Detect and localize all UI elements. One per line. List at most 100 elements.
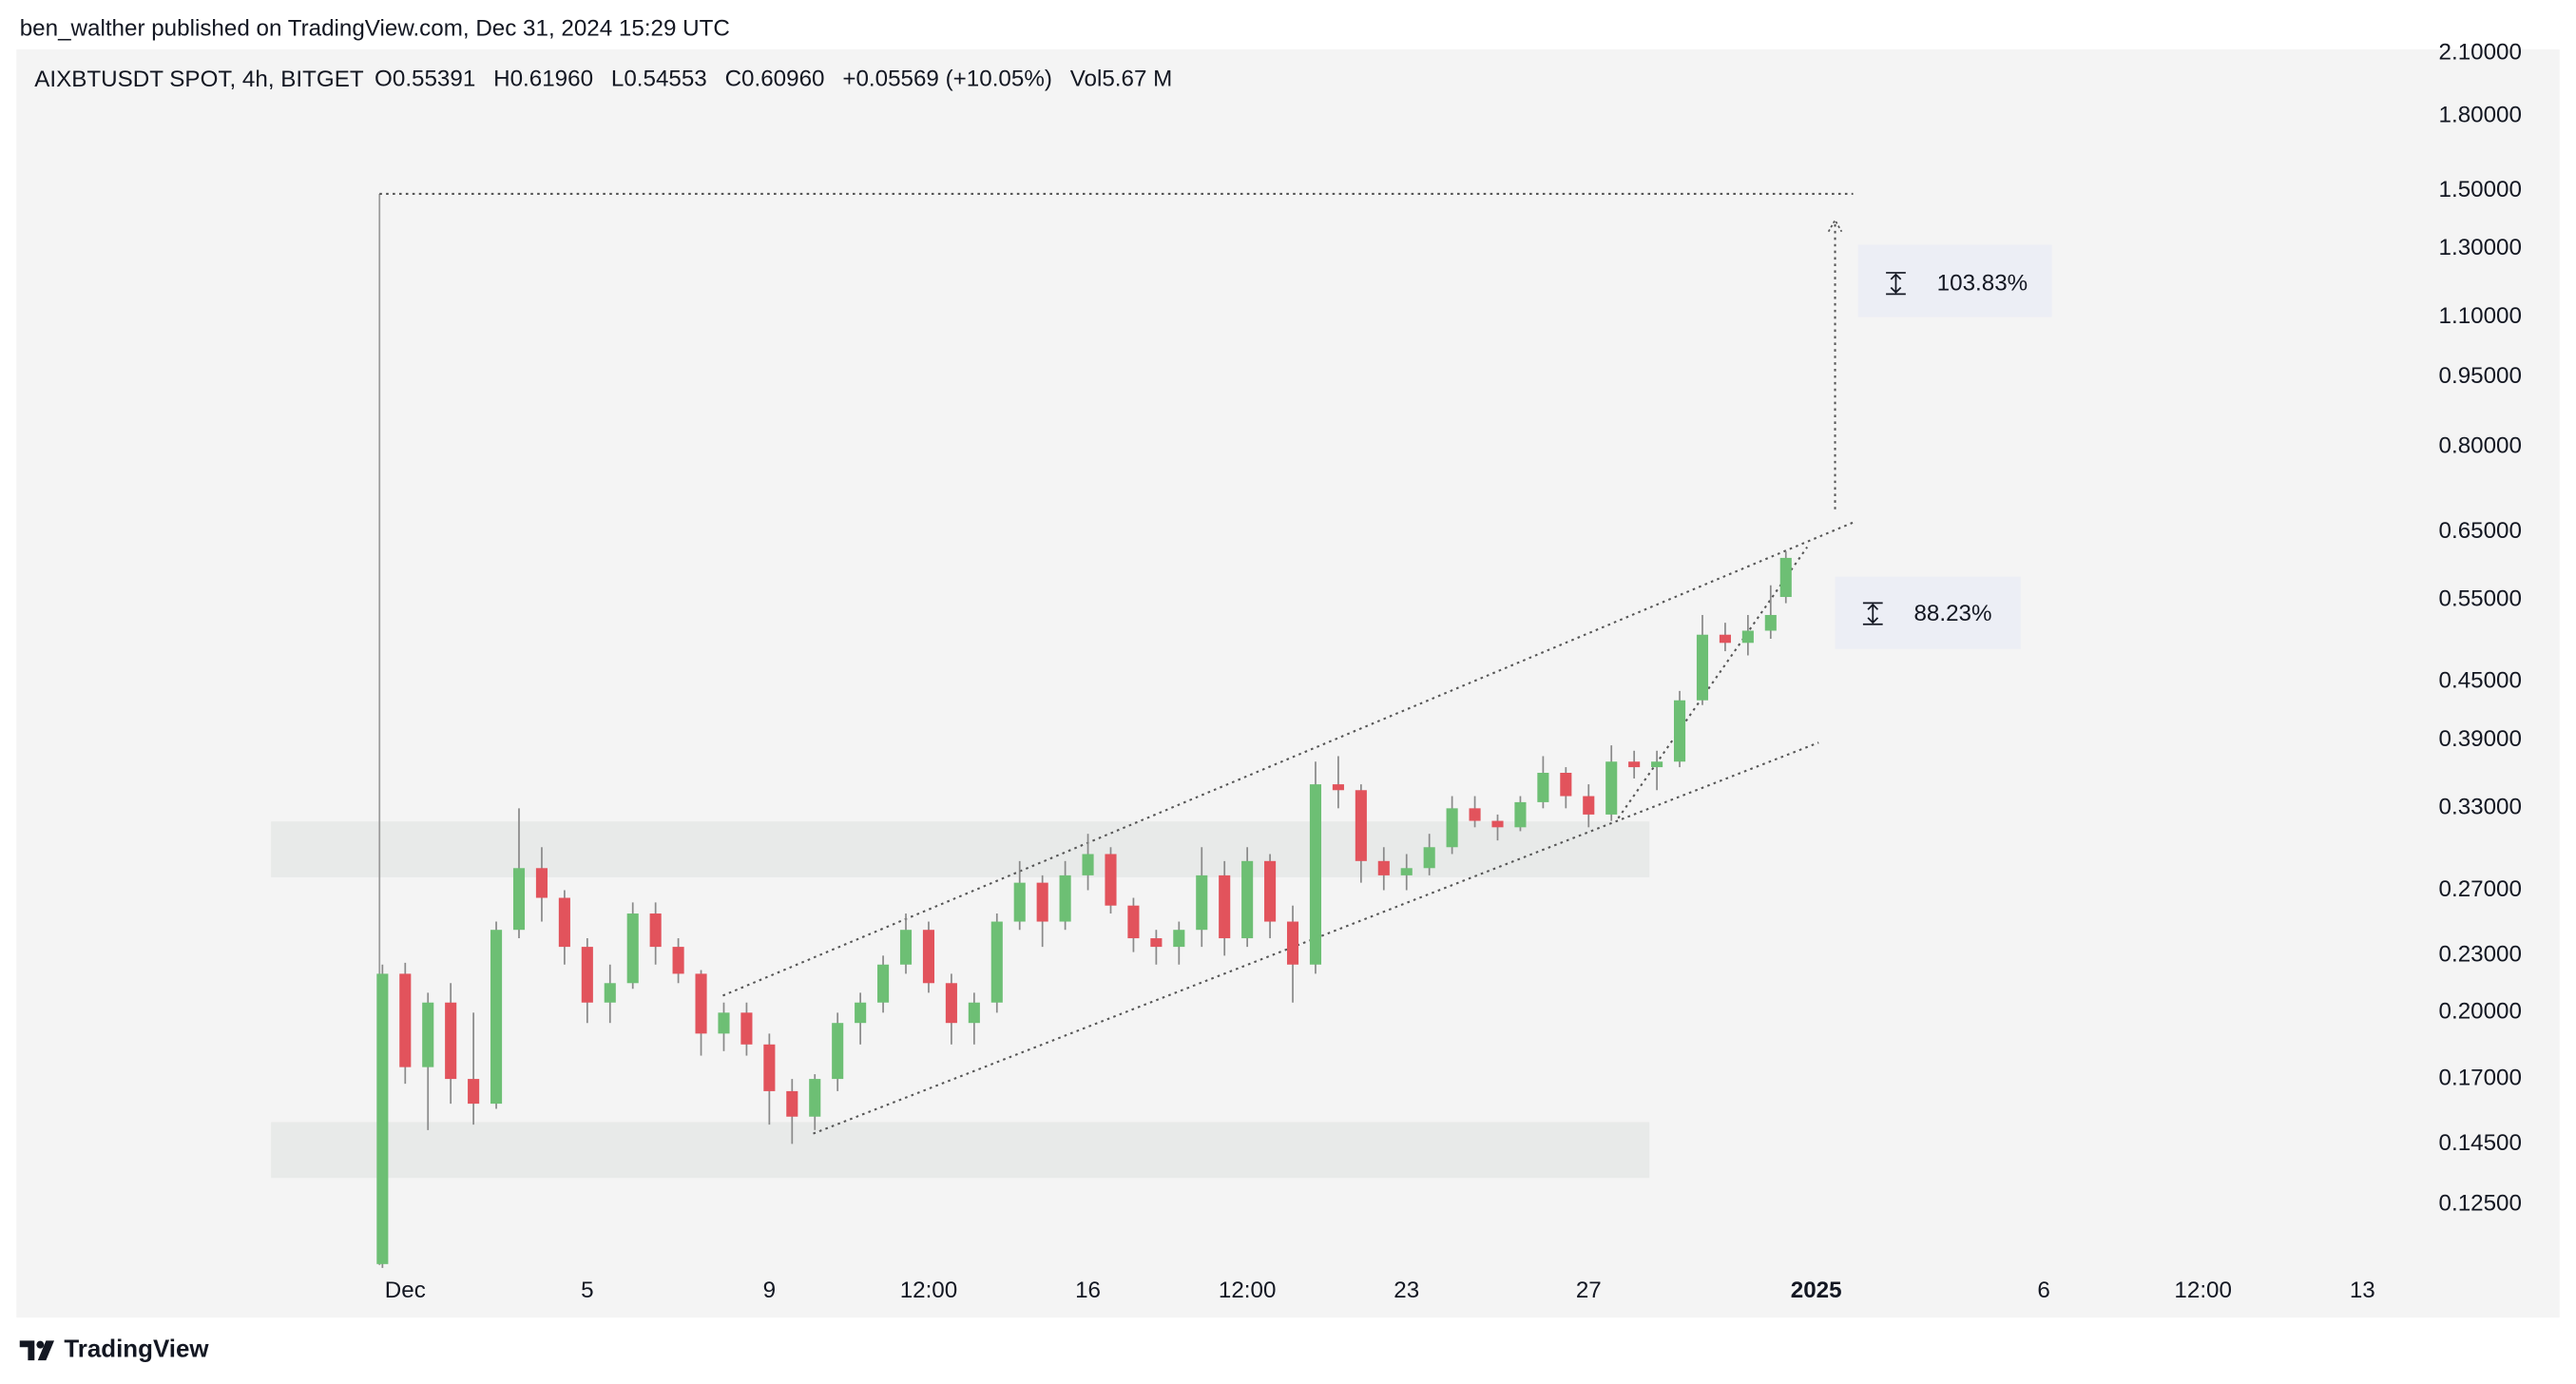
- candle-body: [1673, 700, 1686, 762]
- y-tick-label: 0.27000: [2439, 876, 2522, 902]
- x-tick-label: 6: [2037, 1278, 2049, 1303]
- candle-body: [763, 1044, 776, 1091]
- publisher-line: ben_walther published on TradingView.com…: [20, 16, 730, 42]
- candles: [376, 550, 1792, 1268]
- candle-body: [558, 897, 570, 948]
- x-tick-label: 23: [1394, 1278, 1419, 1303]
- candle-body: [512, 868, 526, 931]
- y-tick-label: 0.45000: [2439, 668, 2522, 694]
- candle-body: [1583, 796, 1595, 815]
- candle-body: [672, 947, 684, 974]
- logo-mark: [37, 1340, 55, 1361]
- x-tick-label: 16: [1075, 1278, 1101, 1303]
- chart-panel: [16, 48, 2560, 1318]
- candle-body: [968, 1002, 980, 1024]
- candle-body: [1264, 860, 1277, 922]
- x-tick-label: Dec: [385, 1278, 426, 1303]
- candle-body: [945, 983, 957, 1024]
- y-tick-label: 1.80000: [2439, 103, 2522, 128]
- measure-box: [1857, 244, 2052, 317]
- candle-body: [1355, 790, 1367, 861]
- tradingview-logo: [19, 1340, 55, 1361]
- candle-body: [535, 868, 548, 898]
- legend-volume: Vol5.67 M: [1070, 67, 1173, 92]
- candle-body: [1309, 784, 1322, 965]
- candle-body: [1651, 761, 1663, 768]
- candle-body: [1469, 808, 1481, 821]
- candle-body: [877, 964, 890, 1003]
- legend-close: C0.60960: [725, 67, 825, 92]
- candle-body: [832, 1023, 844, 1080]
- candle-body: [1173, 930, 1185, 948]
- support-zone: [271, 1122, 1650, 1179]
- candle-body: [740, 1012, 753, 1045]
- candle-body: [1400, 868, 1413, 875]
- ohlc-legend: O0.55391 H0.61960 L0.54553 C0.60960 +0.0…: [375, 67, 1172, 92]
- candle-body: [1514, 801, 1527, 828]
- logo-mark: [19, 1340, 35, 1361]
- candle-body: [1377, 860, 1390, 875]
- measure-icon: [1886, 272, 1906, 296]
- measure-label: 88.23%: [1913, 601, 1991, 626]
- y-tick-label: 0.65000: [2439, 518, 2522, 544]
- legend-low: L0.54553: [611, 67, 707, 92]
- candle-body: [1423, 847, 1435, 869]
- y-tick-label: 0.23000: [2439, 942, 2522, 968]
- y-tick-label: 1.30000: [2439, 235, 2522, 260]
- candle-body: [1741, 630, 1754, 644]
- legend-high: H0.61960: [493, 67, 593, 92]
- y-tick-label: 0.95000: [2439, 363, 2522, 389]
- candle-body: [1241, 860, 1254, 939]
- candle-body: [1491, 820, 1504, 828]
- candle-body: [1286, 921, 1299, 965]
- candle-body: [1013, 882, 1026, 922]
- candle-body: [1082, 854, 1094, 875]
- y-tick-label: 2.10000: [2439, 39, 2522, 65]
- x-tick-label: 9: [763, 1278, 776, 1303]
- candle-body: [626, 913, 639, 984]
- candle-body: [1127, 905, 1140, 939]
- candle-body: [1150, 938, 1163, 948]
- move-line: [1617, 546, 1808, 819]
- candle-body: [718, 1012, 730, 1034]
- measure-icon: [1862, 602, 1883, 625]
- candle-body: [1628, 761, 1641, 768]
- candle-body: [1605, 761, 1618, 815]
- candle-body: [399, 973, 412, 1067]
- resistance-zone: [271, 821, 1650, 877]
- candle-body: [581, 947, 593, 1003]
- candle-body: [1059, 875, 1071, 922]
- x-tick-label: 27: [1576, 1278, 1602, 1303]
- x-tick-label: 12:00: [2174, 1278, 2232, 1303]
- x-tick-label: 12:00: [1219, 1278, 1277, 1303]
- y-tick-label: 0.33000: [2439, 795, 2522, 820]
- candle-body: [1036, 882, 1048, 922]
- logo-dot: [36, 1340, 45, 1349]
- measure-box: [1835, 576, 2021, 649]
- candle-body: [1332, 784, 1344, 791]
- channel-upper: [722, 521, 1854, 997]
- y-tick-label: 0.17000: [2439, 1065, 2522, 1090]
- x-tick-label: 13: [2350, 1278, 2375, 1303]
- legend-open: O0.55391: [375, 67, 475, 92]
- y-tick-label: 1.10000: [2439, 303, 2522, 329]
- candle-body: [376, 973, 389, 1264]
- y-tick-label: 0.39000: [2439, 726, 2522, 752]
- candle-body: [1779, 557, 1792, 598]
- candle-body: [468, 1079, 480, 1105]
- y-tick-label: 0.12500: [2439, 1190, 2522, 1216]
- measure-label: 103.83%: [1937, 270, 2028, 296]
- candle-body: [490, 930, 503, 1105]
- x-tick-label: 12:00: [900, 1278, 958, 1303]
- candle-body: [1446, 808, 1458, 848]
- candle-body: [445, 1002, 457, 1080]
- candle-body: [1764, 614, 1777, 631]
- arrow-head: [1827, 218, 1843, 233]
- candle-body: [990, 921, 1003, 1003]
- y-tick-label: 0.14500: [2439, 1130, 2522, 1156]
- candle-body: [786, 1090, 798, 1117]
- legend-change: +0.05569 (+10.05%): [842, 67, 1052, 92]
- x-tick-label: 5: [581, 1278, 593, 1303]
